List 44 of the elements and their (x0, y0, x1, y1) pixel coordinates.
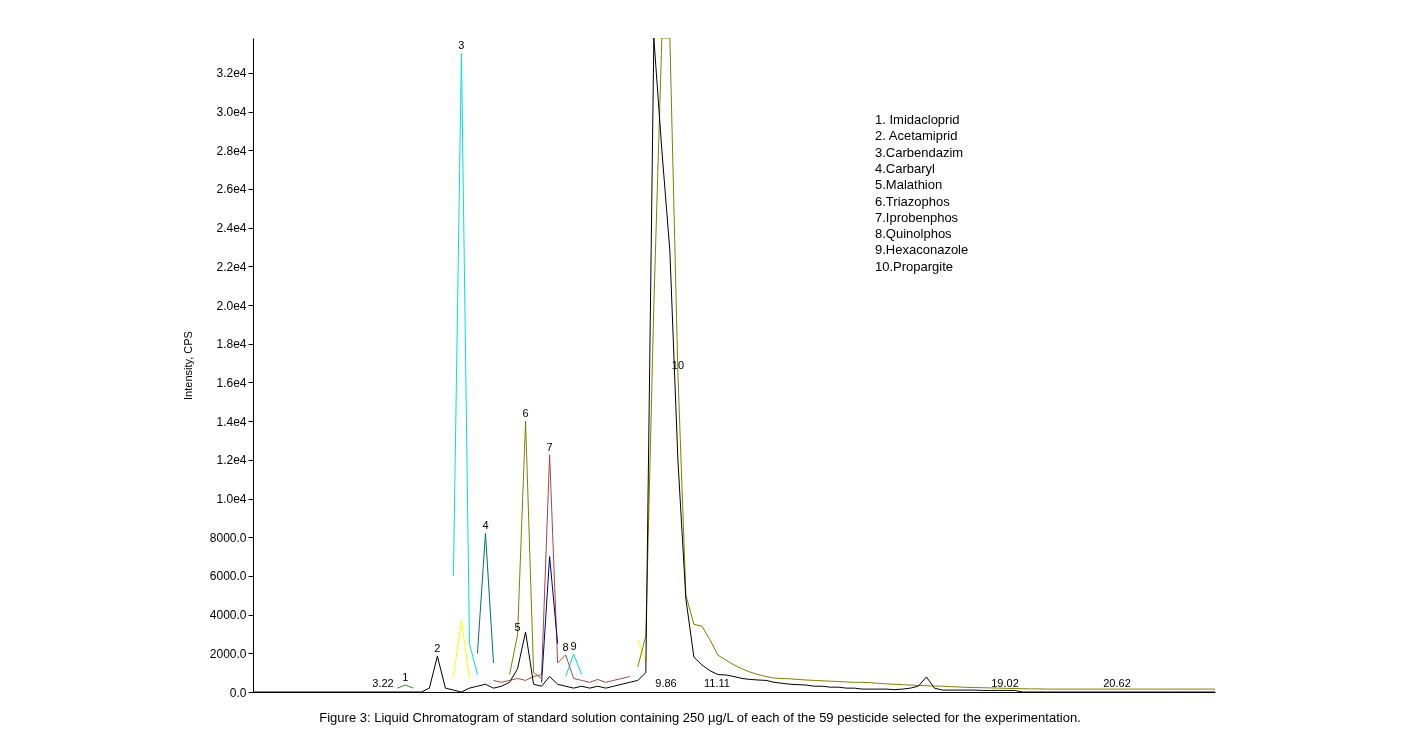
annotation: 9.86 (655, 677, 677, 689)
y-tick-label: 2.2e4 (216, 259, 247, 274)
y-tick-label: 3.2e4 (216, 66, 247, 81)
y-tick-label: 1.8e4 (216, 337, 247, 352)
y-tick-label: 3.0e4 (216, 105, 247, 120)
line-series (493, 454, 631, 683)
y-tick-label: 2000.0 (209, 646, 247, 661)
annotation: 2. Acetamiprid (875, 128, 958, 144)
caption: Figure 3: Liquid Chromatogram of standard solution containing 250 µg/L of each of the 59 pesticide selected for the experimentation. (319, 710, 1081, 725)
y-tick-label: 1.0e4 (216, 492, 247, 507)
annotation: 2 (434, 642, 441, 655)
annotation: 6 (522, 407, 529, 420)
annotation: 8 (562, 640, 569, 653)
y-tick-label: 2.0e4 (216, 298, 247, 313)
annotation: 7 (546, 440, 553, 453)
y-tick-label: 1.6e4 (216, 375, 247, 390)
annotation: 3.22 (372, 677, 394, 689)
y-tick-label: 0.0 (229, 685, 247, 700)
annotation: 4.Carbaryl (875, 160, 936, 176)
annotation: 1 (402, 671, 409, 684)
y-tick-label: 6000.0 (209, 569, 247, 584)
annotation: 6.Triazophos (875, 193, 951, 209)
annotation: 9.Hexaconazole (875, 242, 969, 258)
annotation: 5 (514, 620, 521, 633)
annotation: 10.Propargite (875, 258, 954, 274)
annotation: 11.11 (704, 677, 730, 689)
y-tick-label: 2.8e4 (216, 143, 247, 158)
annotation: 19.02 (991, 677, 1019, 689)
y-axis-title: Intensity, CPS (181, 331, 194, 400)
annotation: 9 (570, 640, 577, 653)
y-tick-label: 2.6e4 (216, 182, 247, 197)
annotation: 4 (482, 519, 489, 532)
y-tick-label: 2.4e4 (216, 221, 247, 236)
annotation: 8.Quinolphos (875, 226, 953, 242)
annotation: 5.Malathion (875, 177, 943, 193)
y-tick-label: 1.4e4 (216, 414, 247, 429)
annotation: 3.Carbendazim (875, 144, 964, 160)
y-tick-label: 4000.0 (209, 608, 247, 623)
annotation: 7.Iprobenphos (875, 209, 959, 225)
y-tick-label: 8000.0 (209, 530, 247, 545)
annotation: 3 (458, 39, 465, 52)
y-tick-label: 1.2e4 (216, 453, 247, 468)
annotation: 1. Imidacloprid (875, 112, 960, 127)
annotation: 20.62 (1103, 677, 1131, 689)
